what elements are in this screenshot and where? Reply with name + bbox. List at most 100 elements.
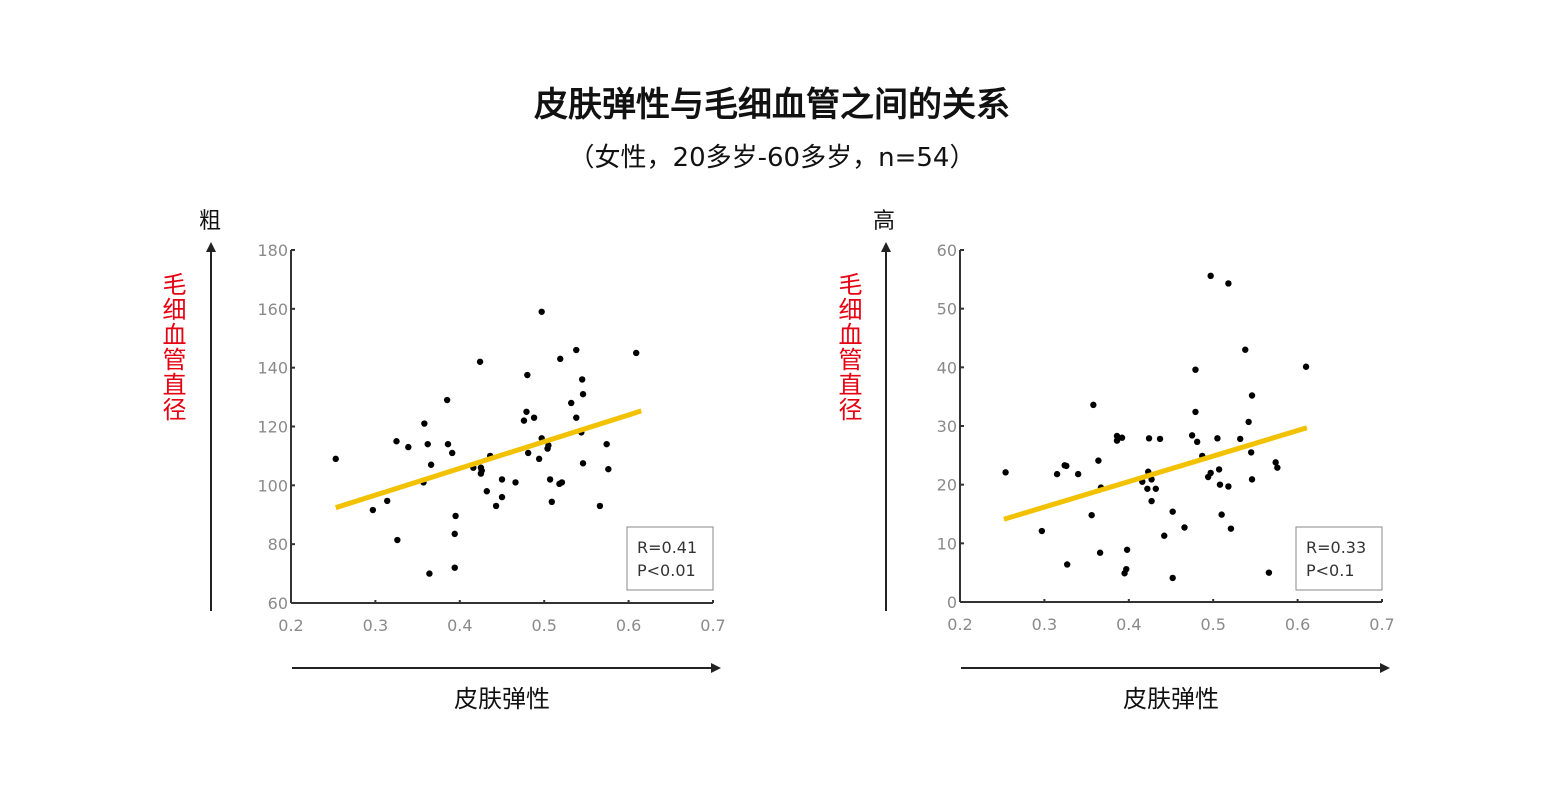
data-point [524,449,532,457]
x-tick-label: 0.3 [363,616,388,635]
data-point [1207,469,1214,477]
data-point [573,414,580,421]
data-point [1169,574,1176,582]
data-point [427,461,435,468]
data-point [1090,401,1097,409]
y-arrow-label: 高 [873,209,895,234]
data-point [483,488,491,495]
data-point [452,512,459,520]
data-point [1192,408,1199,416]
data-point [1063,561,1071,568]
data-point [405,443,412,451]
data-point [603,440,610,448]
data-point [524,371,531,379]
data-point [1245,418,1252,426]
data-point [1053,470,1061,478]
data-point [1225,483,1232,490]
r-value: R=0.33 [1306,538,1366,557]
y-tick-label: 50 [937,300,957,319]
data-point [1242,346,1249,353]
data-point [1148,476,1155,483]
data-point [421,420,428,427]
data-point [1237,435,1244,443]
x-tick-label: 0.4 [1116,615,1141,634]
data-point [443,396,451,404]
data-point [394,536,401,544]
x-tick-label: 0.5 [531,616,556,635]
data-point [1188,432,1196,439]
data-point [1148,497,1155,505]
data-point [1265,569,1273,576]
data-point [1038,527,1046,535]
data-point [579,460,587,467]
y-tick-label: 180 [257,241,288,260]
x-tick-label: 0.7 [1369,615,1394,634]
data-point [451,530,458,538]
data-point [523,408,530,415]
x-tick-label: 0.2 [278,616,303,635]
data-point [1095,457,1102,464]
p-value: P<0.1 [1306,561,1355,580]
y-tick-label: 160 [257,300,288,319]
data-point [476,358,484,365]
r-value: R=0.41 [637,538,697,557]
trend-line [334,408,643,511]
data-point [1193,438,1201,446]
data-point [1247,449,1255,456]
data-point [557,355,564,363]
data-point [444,440,452,448]
data-point [424,440,431,448]
data-point [384,497,391,505]
data-point [332,455,339,463]
data-point [546,476,554,483]
data-point [538,308,545,315]
data-point [451,564,458,571]
data-point [1144,485,1151,492]
data-point [548,498,555,506]
data-point [1227,525,1235,532]
data-point [498,493,506,501]
y-tick-label: 30 [937,417,957,436]
stats-box [626,526,714,591]
data-point [1302,363,1310,370]
y-tick-label: 60 [268,594,288,613]
data-point [1123,546,1131,553]
y-tick-label: 120 [257,418,288,437]
data-point [1113,432,1121,440]
chart-title: 皮肤弹性与毛细血管之间的关系 [534,85,1010,125]
chart-subtitle: （女性，20多岁-60多岁，n=54） [569,143,976,173]
scatter-plot-1: 0.2 0.3 0.4 0.5 0.6 0.7 60 80 100 120 140 160 180 R=0… [158,209,726,713]
x-tick-label: 0.4 [447,616,472,635]
data-point [605,465,612,473]
x-tick-label: 0.6 [616,616,641,635]
data-point [520,417,528,424]
data-point [1207,272,1214,280]
data-point [1214,435,1221,442]
data-point [1218,511,1225,518]
data-point [1169,508,1176,515]
y-tick-label: 20 [937,476,957,495]
x-axis-label: 皮肤弹性 [454,685,550,713]
data-point [568,399,575,407]
data-point [1272,459,1279,466]
data-point [1118,434,1126,441]
data-point [535,455,543,463]
data-point [1145,435,1153,442]
data-point [369,506,377,514]
stats-box [1295,526,1383,591]
y-arrow-label: 粗 [199,209,221,234]
data-point [573,346,580,354]
data-point [1192,366,1199,373]
x-tick-label: 0.3 [1032,615,1057,634]
x-tick-label: 0.6 [1285,615,1310,634]
data-point [1248,476,1256,483]
x-tick-label: 0.2 [947,615,972,634]
y-tick-label: 80 [268,535,288,554]
y-tick-label: 140 [257,359,288,378]
scatter-plot-2: 0.2 0.3 0.4 0.5 0.6 0.7 0 10 20 30 40 50 60 R=0.33 P<0… [834,209,1395,713]
trend-line [1003,425,1308,522]
data-point [579,390,587,398]
data-point [1216,481,1224,488]
x-tick-label: 0.5 [1200,615,1225,634]
